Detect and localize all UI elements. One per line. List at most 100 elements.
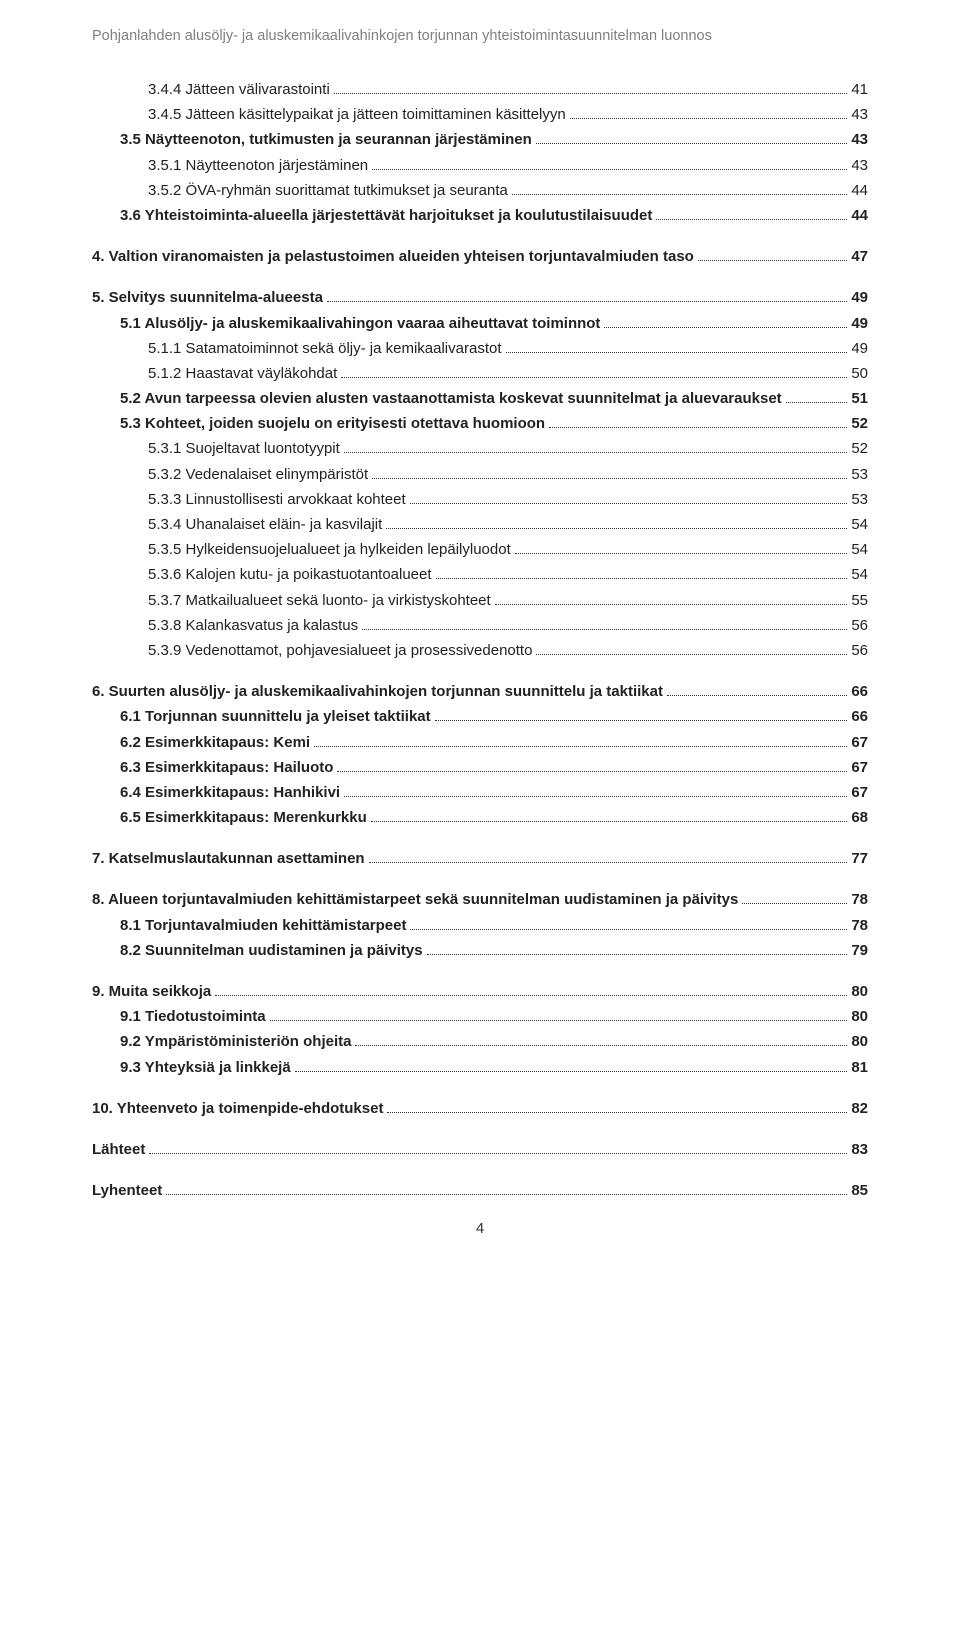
- toc-leader: [344, 452, 848, 453]
- toc-entry-page: 54: [851, 542, 868, 557]
- toc-entry-page: 67: [851, 735, 868, 750]
- toc-entry: 3.6 Yhteistoiminta-alueella järjestettäv…: [120, 208, 868, 223]
- toc-leader: [570, 118, 848, 119]
- toc-entry-label: 5. Selvitys suunnitelma-alueesta: [92, 290, 323, 305]
- toc-leader: [604, 327, 847, 328]
- toc-entry-page: 80: [851, 984, 868, 999]
- toc-entry-page: 67: [851, 760, 868, 775]
- toc-entry: 5.3.9 Vedenottamot, pohjavesialueet ja p…: [148, 643, 868, 658]
- toc-entry-label: Lyhenteet: [92, 1183, 162, 1198]
- toc-entry: 5.3.7 Matkailualueet sekä luonto- ja vir…: [148, 593, 868, 608]
- toc-leader: [549, 427, 847, 428]
- toc-entry: 5.3.4 Uhanalaiset eläin- ja kasvilajit54: [148, 517, 868, 532]
- toc-leader: [314, 746, 847, 747]
- toc-entry-page: 82: [851, 1101, 868, 1116]
- toc-leader: [410, 503, 848, 504]
- toc-entry-label: 8. Alueen torjuntavalmiuden kehittämista…: [92, 892, 738, 907]
- running-header: Pohjanlahden alusöljy- ja aluskemikaaliv…: [92, 28, 868, 44]
- toc-leader: [536, 654, 847, 655]
- toc-entry-label: 10. Yhteenveto ja toimenpide-ehdotukset: [92, 1101, 383, 1116]
- toc-leader: [386, 528, 847, 529]
- toc-entry: 6.3 Esimerkkitapaus: Hailuoto67: [120, 760, 868, 775]
- toc-leader: [410, 929, 847, 930]
- toc-entry-page: 55: [851, 593, 868, 608]
- toc-entry-label: 5.2 Avun tarpeessa olevien alusten vasta…: [120, 391, 782, 406]
- toc-entry-page: 41: [851, 82, 868, 97]
- toc-entry: 5. Selvitys suunnitelma-alueesta49: [92, 290, 868, 305]
- toc-leader: [295, 1071, 848, 1072]
- toc-entry-label: 9.2 Ympäristöministeriön ohjeita: [120, 1034, 351, 1049]
- toc-entry-page: 78: [851, 892, 868, 907]
- toc-entry-page: 53: [851, 467, 868, 482]
- toc-entry: 6.5 Esimerkkitapaus: Merenkurkku 68: [120, 810, 868, 825]
- toc-entry-page: 47: [851, 249, 868, 264]
- toc-entry-page: 67: [851, 785, 868, 800]
- toc-entry-label: 3.5 Näytteenoton, tutkimusten ja seurann…: [120, 132, 532, 147]
- toc-leader: [512, 194, 847, 195]
- toc-entry: 6. Suurten alusöljy- ja aluskemikaalivah…: [92, 684, 868, 699]
- toc-leader: [270, 1020, 848, 1021]
- toc-entry: 8.2 Suunnitelman uudistaminen ja päivity…: [120, 943, 868, 958]
- toc-gap: [92, 835, 868, 851]
- toc-entry: 8.1 Torjuntavalmiuden kehittämistarpeet 7…: [120, 918, 868, 933]
- toc-entry-label: 3.4.5 Jätteen käsittelypaikat ja jätteen…: [148, 107, 566, 122]
- toc-entry-label: 5.3.6 Kalojen kutu- ja poikastuotantoalu…: [148, 567, 432, 582]
- toc-entry-page: 81: [851, 1060, 868, 1075]
- toc-entry-page: 52: [851, 416, 868, 431]
- toc-gap: [92, 876, 868, 892]
- toc-gap: [92, 668, 868, 684]
- toc-entry: 9. Muita seikkoja 80: [92, 984, 868, 999]
- toc-entry-label: 5.1.1 Satamatoiminnot sekä öljy- ja kemi…: [148, 341, 502, 356]
- toc-entry-label: 8.2 Suunnitelman uudistaminen ja päivity…: [120, 943, 423, 958]
- toc-entry-page: 44: [851, 183, 868, 198]
- toc-entry: 5.1.2 Haastavat väyläkohdat50: [148, 366, 868, 381]
- toc-entry-page: 49: [851, 316, 868, 331]
- toc-entry-page: 68: [851, 810, 868, 825]
- toc-entry-label: 3.4.4 Jätteen välivarastointi: [148, 82, 330, 97]
- toc-entry: 9.1 Tiedotustoiminta80: [120, 1009, 868, 1024]
- toc-entry-page: 56: [851, 643, 868, 658]
- toc-entry-page: 54: [851, 517, 868, 532]
- toc-entry: 9.2 Ympäristöministeriön ohjeita 80: [120, 1034, 868, 1049]
- toc-leader: [786, 402, 848, 403]
- toc-entry: Lähteet83: [92, 1142, 868, 1157]
- toc-entry: 5.3.1 Suojeltavat luontotyypit52: [148, 441, 868, 456]
- toc-entry-label: 9. Muita seikkoja: [92, 984, 211, 999]
- toc-entry-page: 78: [851, 918, 868, 933]
- toc-entry: 5.1.1 Satamatoiminnot sekä öljy- ja kemi…: [148, 341, 868, 356]
- toc-entry: 9.3 Yhteyksiä ja linkkejä81: [120, 1060, 868, 1075]
- toc-leader: [495, 604, 848, 605]
- toc-entry-page: 83: [851, 1142, 868, 1157]
- toc-entry-label: 5.3.5 Hylkeidensuojelualueet ja hylkeide…: [148, 542, 511, 557]
- toc-entry-page: 49: [851, 341, 868, 356]
- toc-entry-label: 5.3.2 Vedenalaiset elinympäristöt: [148, 467, 368, 482]
- toc-entry-label: 6.1 Torjunnan suunnittelu ja yleiset tak…: [120, 709, 431, 724]
- toc-gap: [92, 1126, 868, 1142]
- toc-entry: 3.5.2 ÖVA-ryhmän suorittamat tutkimukset…: [148, 183, 868, 198]
- toc-entry-page: 43: [851, 158, 868, 173]
- toc-entry-label: 8.1 Torjuntavalmiuden kehittämistarpeet: [120, 918, 406, 933]
- toc-leader: [327, 301, 847, 302]
- toc-gap: [92, 1167, 868, 1183]
- toc-entry-page: 54: [851, 567, 868, 582]
- toc-entry-label: 7. Katselmuslautakunnan asettaminen: [92, 851, 365, 866]
- toc-entry: 4. Valtion viranomaisten ja pelastustoim…: [92, 249, 868, 264]
- toc-leader: [334, 93, 848, 94]
- toc-gap: [92, 233, 868, 249]
- toc-gap: [92, 1085, 868, 1101]
- toc-leader: [215, 995, 847, 996]
- toc-entry-label: 5.3.3 Linnustollisesti arvokkaat kohteet: [148, 492, 406, 507]
- toc-entry: 7. Katselmuslautakunnan asettaminen77: [92, 851, 868, 866]
- toc-entry-label: 3.6 Yhteistoiminta-alueella järjestettäv…: [120, 208, 652, 223]
- toc-leader: [362, 629, 847, 630]
- toc-entry-page: 80: [851, 1034, 868, 1049]
- toc-entry: 3.4.5 Jätteen käsittelypaikat ja jätteen…: [148, 107, 868, 122]
- toc-leader: [656, 219, 847, 220]
- toc-leader: [372, 478, 847, 479]
- toc-entry-label: 6.5 Esimerkkitapaus: Merenkurkku: [120, 810, 367, 825]
- toc-entry: 5.3.2 Vedenalaiset elinympäristöt 53: [148, 467, 868, 482]
- toc-entry-label: 5.3.1 Suojeltavat luontotyypit: [148, 441, 340, 456]
- toc-leader: [742, 903, 847, 904]
- toc-entry: 5.3.5 Hylkeidensuojelualueet ja hylkeide…: [148, 542, 868, 557]
- toc-entry-page: 43: [851, 107, 868, 122]
